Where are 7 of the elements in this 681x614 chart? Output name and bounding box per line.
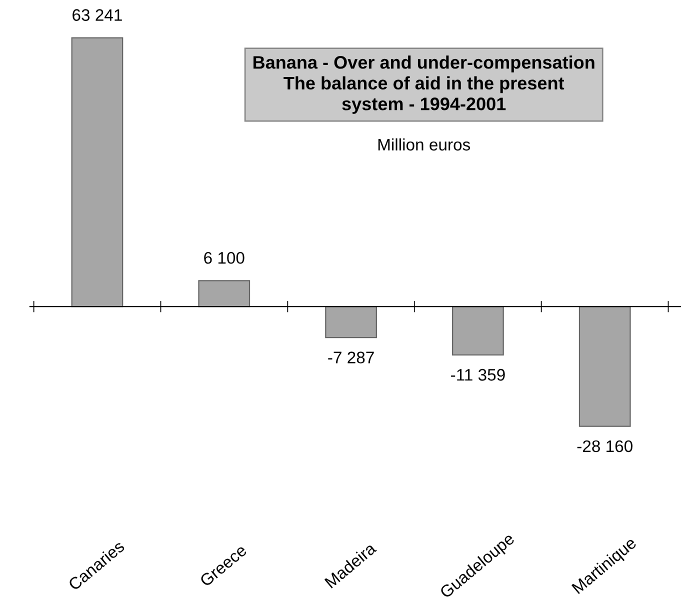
data-label: 6 100 [204,252,244,264]
data-label: -11 359 [451,368,505,381]
text: Banana - Over and under-compensation The balance of aid in the present system - 1994-2001 [254,56,594,114]
text: Million euros [378,138,470,151]
data-label: -28 160 [577,440,632,452]
data-label: -7 287 [328,352,374,364]
data-label: 63 241 [72,9,122,21]
